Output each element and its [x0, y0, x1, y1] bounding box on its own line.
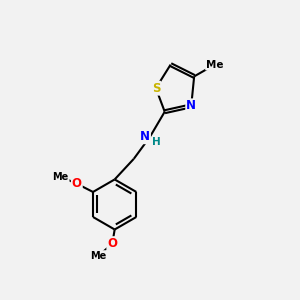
- Text: H: H: [152, 137, 161, 147]
- Text: N: N: [186, 99, 196, 112]
- Text: O: O: [107, 237, 117, 250]
- Text: S: S: [152, 82, 160, 95]
- Text: O: O: [72, 177, 82, 190]
- Text: Me: Me: [90, 251, 106, 261]
- Text: N: N: [140, 130, 150, 143]
- Text: Me: Me: [206, 60, 224, 70]
- Text: Me: Me: [52, 172, 69, 182]
